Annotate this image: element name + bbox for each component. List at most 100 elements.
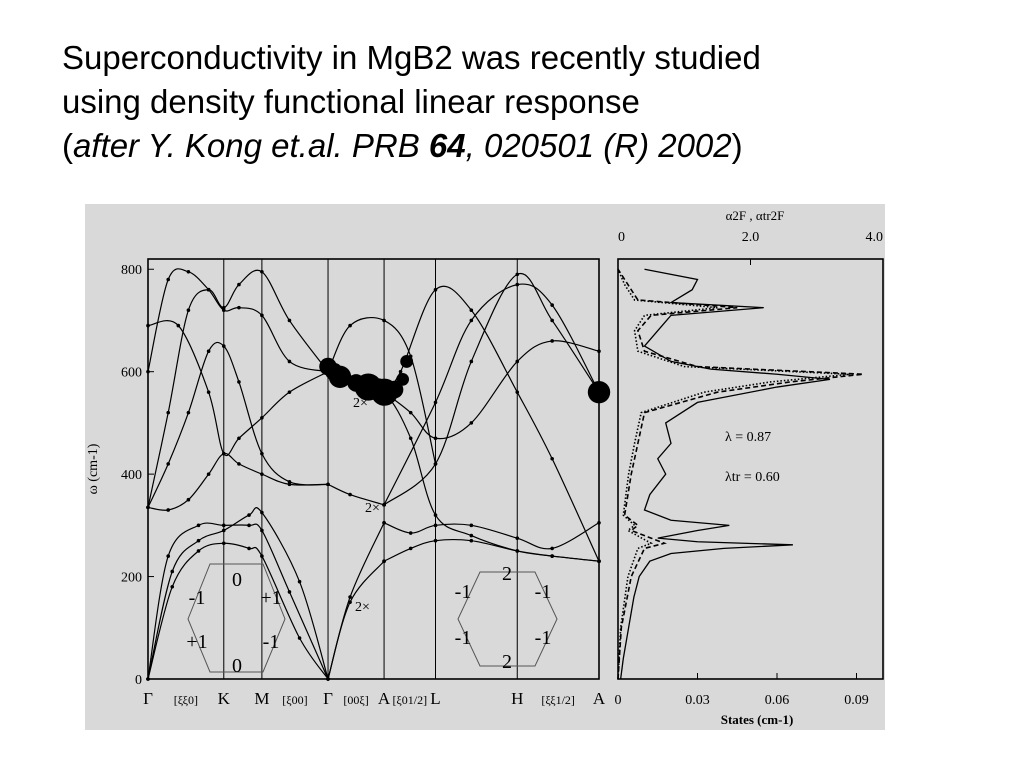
dispersion-point xyxy=(186,410,191,415)
dispersion-point xyxy=(221,541,226,546)
dispersion-point xyxy=(196,549,201,553)
dispersion-point xyxy=(550,456,554,461)
dispersion-point xyxy=(408,436,413,441)
dispersion-point xyxy=(433,538,438,543)
dispersion-point xyxy=(287,318,292,323)
dispersion-point xyxy=(469,533,474,538)
dispersion-point xyxy=(260,528,264,533)
dispersion-point xyxy=(287,590,292,594)
dispersion-point xyxy=(221,305,226,310)
dispersion-point xyxy=(550,339,554,343)
dispersion-point xyxy=(382,520,386,525)
dispersion-point xyxy=(382,318,386,323)
dos-x-tick-label: 0 xyxy=(615,693,622,708)
electron-phonon-markers xyxy=(319,355,611,406)
x-point-label: M xyxy=(254,689,269,708)
dispersion-y-axis-label: ω (cm-1) xyxy=(86,443,101,494)
lambda-label: λ = 0.87 xyxy=(725,430,771,445)
dispersion-point xyxy=(237,380,241,384)
dispersion-point xyxy=(408,410,413,415)
dispersion-point xyxy=(550,318,554,323)
dispersion-point xyxy=(550,546,554,551)
dispersion-point xyxy=(237,462,241,466)
dos-top-tick-label: 2.0 xyxy=(742,230,760,245)
dispersion-point xyxy=(515,272,520,277)
y-tick-label: 200 xyxy=(121,571,142,586)
dispersion-point xyxy=(166,410,171,415)
x-point-label: Γ xyxy=(323,689,333,708)
hexagon-diagram-left: 0 -1 +1 +1 -1 0 xyxy=(186,563,286,677)
x-segment-label: [ξ01/2] xyxy=(392,693,427,707)
dispersion-branch xyxy=(327,560,385,680)
dispersion-branch xyxy=(327,316,437,465)
x-point-label: L xyxy=(430,689,440,708)
dispersion-x-axis: Γ [ξξ0] K M [ξ00] Γ [00ξ] A [ξ01/2] L H [ξξ1/2] A xyxy=(143,689,606,708)
dispersion-point xyxy=(469,523,474,528)
x-point-label: A xyxy=(593,689,606,708)
figure-panel: 0 200 400 600 800 Γ [ξξ0] K M [ξ00] Γ [00ξ] A [ξ01/2… xyxy=(85,204,885,730)
dispersion-point xyxy=(550,303,554,307)
dos-x-tick-label: 0.06 xyxy=(765,693,790,708)
dispersion-point xyxy=(433,523,438,528)
dos-curves xyxy=(617,268,864,680)
dispersion-point xyxy=(348,595,352,599)
hex-left-top: 0 xyxy=(232,569,242,591)
dos-series-1 xyxy=(617,268,864,680)
dos-top-tick-label: 4.0 xyxy=(866,230,884,245)
dos-top-tick-label: 0 xyxy=(618,230,625,245)
x-point-label: A xyxy=(378,689,391,708)
dispersion-point xyxy=(550,554,554,558)
dispersion-point xyxy=(260,313,264,318)
dos-top-axis-label: α2F , αtr2F xyxy=(726,208,785,223)
x-point-label: H xyxy=(511,689,523,708)
dispersion-branch xyxy=(147,320,329,457)
coupling-marker xyxy=(385,380,404,399)
coupling-marker xyxy=(587,380,611,404)
dos-series-2 xyxy=(617,268,850,680)
coupling-marker xyxy=(400,355,414,368)
degeneracy-annotation: 2× xyxy=(365,501,380,516)
dispersion-curves xyxy=(146,268,601,681)
dispersion-point xyxy=(186,308,191,313)
dispersion-point xyxy=(515,549,520,553)
dispersion-point xyxy=(237,436,241,441)
dispersion-frame xyxy=(147,258,600,680)
dispersion-point xyxy=(515,359,520,364)
lambda-tr-label: λtr = 0.60 xyxy=(725,470,780,485)
dispersion-point xyxy=(170,569,175,574)
dispersion-point xyxy=(247,546,251,551)
dispersion-high-symmetry-lines xyxy=(223,259,518,679)
dos-series-0 xyxy=(620,268,831,680)
hexagon-diagram-right: 2 -1 -1 -1 -1 2 xyxy=(455,563,558,673)
dispersion-point xyxy=(260,510,264,515)
hex-right-top: 2 xyxy=(502,563,512,585)
dispersion-point xyxy=(515,390,520,394)
dispersion-point xyxy=(326,677,330,681)
dispersion-point xyxy=(297,636,302,640)
x-segment-label: [ξξ1/2] xyxy=(541,693,575,707)
dos-x-axis-label: States (cm-1) xyxy=(721,712,794,727)
title-line-1: Superconductivity in MgB2 was recently s… xyxy=(62,39,761,76)
dispersion-point xyxy=(221,308,226,313)
citation-details: , 020501 (R) 2002 xyxy=(465,127,732,164)
dispersion-point xyxy=(469,538,474,543)
dispersion-point xyxy=(186,497,191,502)
y-tick-label: 800 xyxy=(121,263,142,278)
coupling-marker xyxy=(396,372,410,386)
dispersion-point xyxy=(469,318,474,323)
dispersion-branch xyxy=(147,507,329,680)
hex-left-lower-right: -1 xyxy=(263,631,280,653)
dispersion-point xyxy=(433,400,438,405)
x-point-label: Γ xyxy=(143,689,153,708)
y-tick-label: 400 xyxy=(121,468,142,483)
dispersion-point xyxy=(433,513,438,517)
dispersion-point xyxy=(237,305,241,310)
y-tick-label: 0 xyxy=(135,673,142,688)
dos-x-tick-label: 0.09 xyxy=(844,693,869,708)
hex-right-upper-left: -1 xyxy=(455,581,472,603)
dispersion-point xyxy=(408,546,413,551)
dispersion-point xyxy=(196,523,201,528)
dispersion-point xyxy=(221,344,226,348)
dispersion-point xyxy=(597,349,601,353)
